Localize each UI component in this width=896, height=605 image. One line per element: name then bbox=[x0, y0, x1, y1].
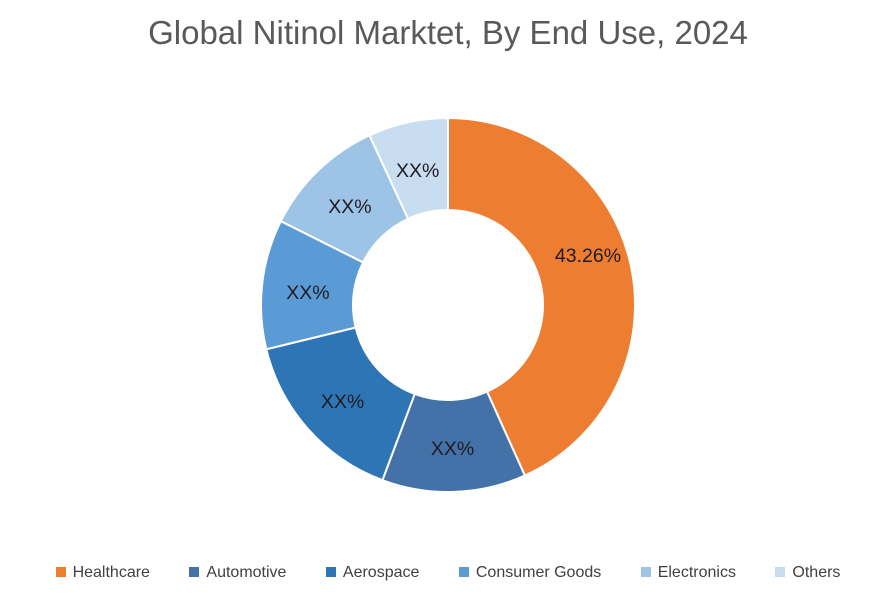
svg-text:XX%: XX% bbox=[328, 196, 371, 218]
svg-text:XX%: XX% bbox=[286, 282, 329, 304]
svg-text:XX%: XX% bbox=[321, 391, 364, 413]
svg-text:43.26%: 43.26% bbox=[555, 245, 621, 267]
svg-text:XX%: XX% bbox=[431, 438, 474, 460]
svg-text:XX%: XX% bbox=[396, 160, 439, 182]
